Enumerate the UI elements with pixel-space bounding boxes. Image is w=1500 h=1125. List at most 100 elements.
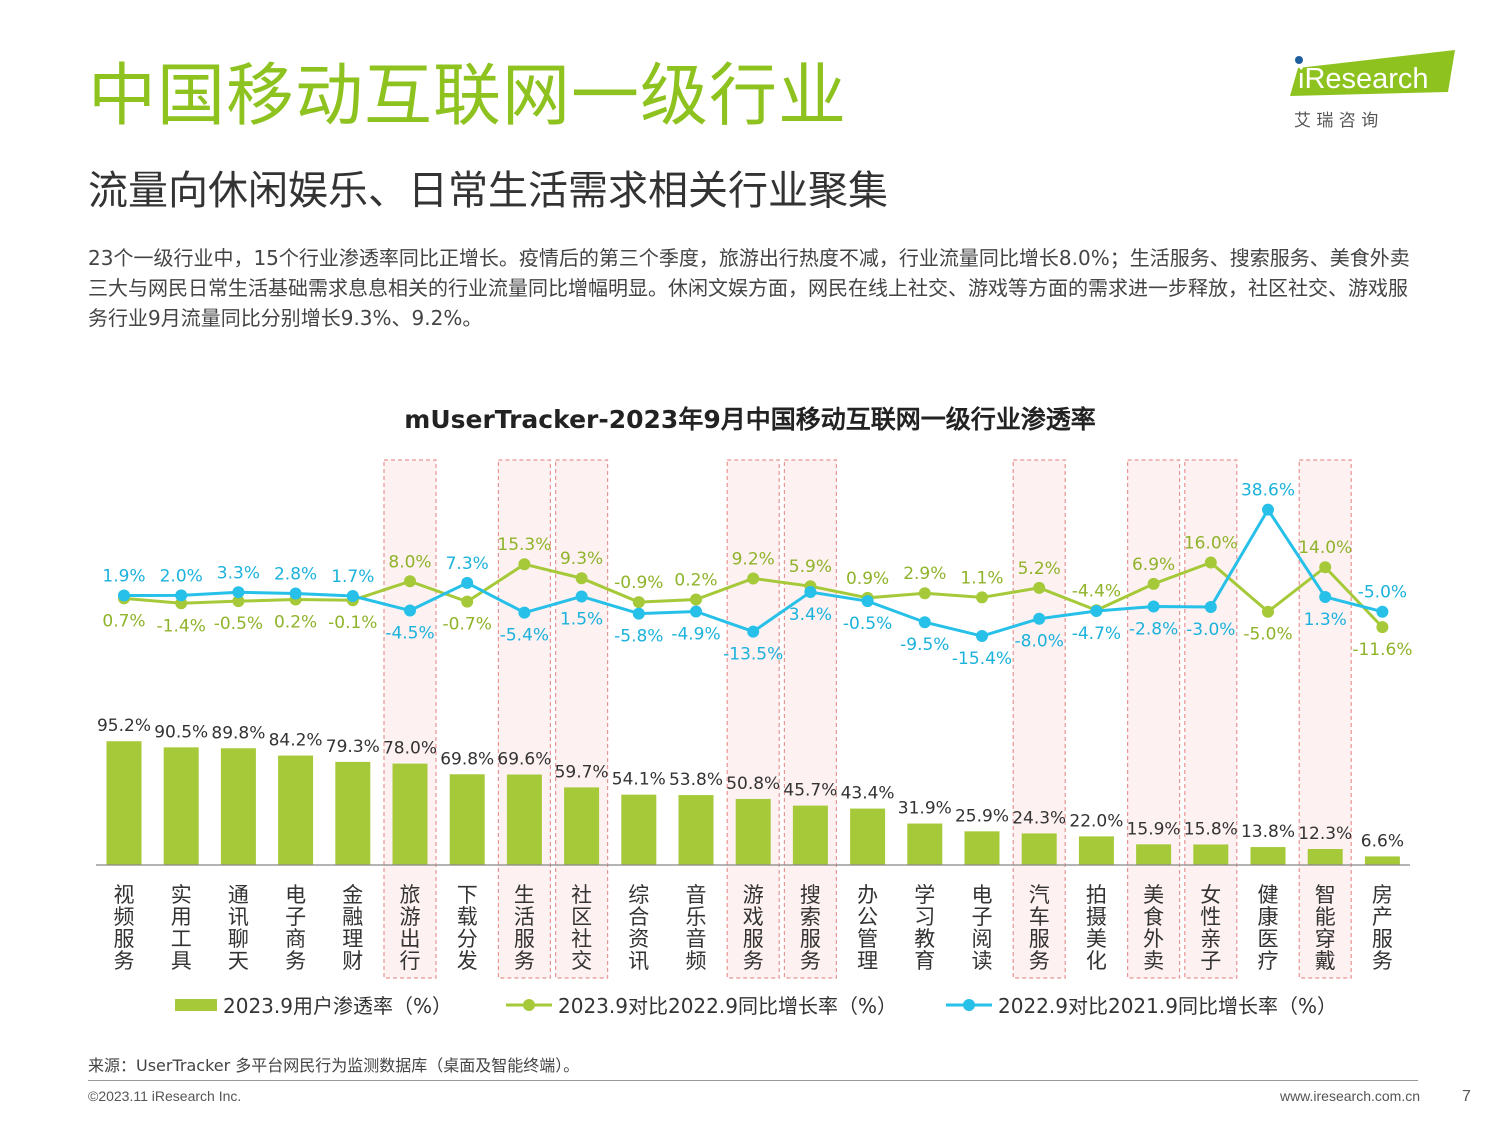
growth-2022-point [1147,600,1160,613]
iresearch-logo: iResearch 艾 瑞 咨 询 [1290,50,1455,131]
bar-value-label: 31.9% [898,799,952,819]
growth-2022-point [232,586,245,599]
highlight-box [1126,459,1181,979]
category-label-char: 服 [1372,927,1393,951]
bar [392,763,428,865]
category-label-char: 索 [800,905,821,929]
category-label-char: 合 [628,905,649,929]
growth-2022-point [461,576,474,589]
category-label-char: 产 [1372,905,1393,929]
growth-2022-point [804,586,817,599]
bar-value-label: 50.8% [726,774,780,794]
category-label-char: 社 [571,883,592,907]
category-label-char: 讯 [228,905,249,929]
website-link[interactable]: www.iresearch.com.cn [1279,1088,1420,1104]
bar [449,774,485,865]
growth-2023-label: -5.0% [1243,625,1292,645]
highlight-box [383,459,437,979]
growth-2022-label: -3.0% [1186,620,1235,640]
growth-2023-label: 0.2% [674,571,717,591]
growth-2022-label: -8.0% [1015,632,1064,652]
category-label-char: 亲 [1200,927,1221,951]
growth-2023-label: 5.9% [789,557,832,577]
bar-value-label: 69.8% [440,749,494,769]
legend-bar: 2023.9用户渗透率（%） [175,990,452,1019]
category-label-char: 电 [285,883,306,907]
growth-2022-label: 3.4% [789,605,832,625]
bar-value-label: 15.9% [1127,819,1181,839]
growth-2023-point [1204,556,1217,569]
growth-2022-point [346,590,359,603]
growth-2023-point [1147,577,1160,590]
growth-2022-point [861,595,874,608]
penetration-chart: 95.2% 90.5% 89.8% 84.2% 79.3% 78.0%69.8% 69.6%… [96,459,1412,979]
category-label-char: 出 [400,927,421,951]
growth-2023-point [747,572,760,585]
growth-2022-label: 2.8% [274,564,317,584]
highlight-box [1298,459,1352,979]
category-label-char: 教 [914,927,935,951]
page-number: 7 [1462,1088,1471,1105]
growth-2023-label: 1.1% [960,568,1003,588]
growth-2022-label: -0.5% [843,614,892,634]
category-label-char: 讯 [628,949,649,973]
copyright: ©2023.11 iResearch Inc. [88,1088,242,1104]
growth-2023-label: 0.2% [274,613,317,633]
category-label-char: 戏 [743,905,764,929]
growth-2023-point [976,591,988,604]
category-label-char: 财 [342,949,363,973]
category-label-char: 理 [342,927,363,951]
category-label-char: 发 [457,949,478,973]
growth-2023-label: -0.5% [214,614,263,634]
bar-value-label: 78.0% [383,739,437,759]
highlight-box [1184,459,1238,979]
growth-2022-point [175,589,188,602]
category-label-char: 读 [972,949,993,973]
bar [1364,856,1400,865]
growth-2023-label: 15.3% [497,535,551,555]
category-label-char: 学 [914,883,935,907]
category-label-char: 务 [514,949,535,973]
bar-value-label: 89.8% [211,723,265,743]
growth-2023-point [1376,621,1389,634]
growth-2022-label: -5.8% [614,627,663,647]
svg-text:艾 瑞 咨 询: 艾 瑞 咨 询 [1294,111,1378,131]
category-label-char: 载 [457,905,478,929]
category-label-char: 下 [457,883,478,907]
growth-2023-label: 16.0% [1184,534,1238,554]
category-label-char: 频 [114,905,135,929]
growth-2023-point [1262,605,1274,618]
growth-2022-point [632,607,645,620]
page-title: 中国移动互联网一级行业 [88,57,848,136]
legend-line-blue-label: 2022.9对比2021.9同比增长率（%） [998,994,1337,1018]
bar-value-label: 43.4% [841,784,895,804]
category-label-char: 通 [228,883,249,907]
bar [1078,836,1114,865]
category-label-char: 智 [1315,883,1336,907]
growth-2022-point [1262,503,1274,516]
category-label-char: 卖 [1143,949,1164,973]
category-label-char: 美 [1086,927,1107,951]
category-label-char: 活 [514,905,535,929]
bar-value-label: 53.8% [669,770,723,790]
growth-2023-point [1033,581,1046,594]
growth-2023-label: 8.0% [388,552,431,572]
legend-line-green-label: 2023.9对比2022.9同比增长率（%） [558,994,897,1018]
bar-value-label: 25.9% [955,806,1009,826]
category-label-char: 阅 [972,927,993,951]
category-label-char: 健 [1258,883,1279,907]
legend-line-green: 2023.9对比2022.9同比增长率（%） [506,990,897,1019]
category-label-char: 戴 [1315,949,1336,973]
bar-value-label: 79.3% [326,737,380,757]
category-label-char: 公 [857,905,878,929]
bar-value-label: 24.3% [1012,808,1066,828]
bar [678,795,714,865]
highlight-box [554,459,609,979]
category-label-char: 务 [800,949,821,973]
growth-2022-point [1204,601,1217,614]
bar [907,823,943,865]
bar [163,747,199,865]
growth-2023-label: 0.7% [102,611,145,631]
growth-2022-point [518,606,531,619]
bar [792,805,828,865]
